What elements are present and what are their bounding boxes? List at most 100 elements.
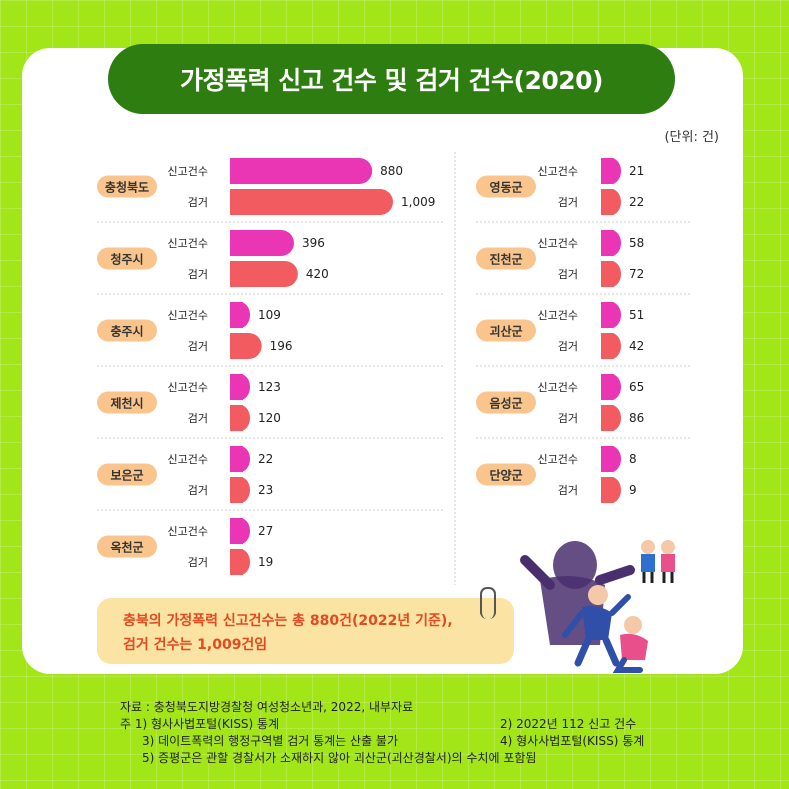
series-label: 검거	[188, 412, 208, 425]
series-label: 검거	[558, 340, 578, 353]
region-pill	[476, 319, 536, 342]
bar-base	[230, 333, 243, 359]
summary-callout: 충북의 가정폭력 신고건수는 총 880건(2022년 기준), 검거 건수는 …	[97, 598, 514, 664]
region-label: 충주시	[110, 324, 143, 339]
paperclip-icon	[480, 587, 496, 619]
note-3: 3) 데이트폭력의 행정구역별 검거 통계는 산출 불가	[142, 734, 399, 748]
data-label: 9	[629, 483, 637, 497]
series-label: 신고건수	[538, 381, 578, 394]
region-label: 청주시	[110, 252, 143, 267]
data-label: 19	[258, 555, 273, 569]
region-label: 단양군	[489, 468, 522, 483]
data-label: 65	[629, 380, 644, 394]
region-label: 제천시	[110, 396, 143, 411]
bar-base	[230, 189, 243, 215]
callout-line-2: 검거 건수는 1,009건임	[123, 637, 268, 653]
bar	[230, 189, 393, 215]
data-label: 86	[629, 411, 644, 425]
footer-notes: 자료 : 충청북도지방경찰청 여성청소년과, 2022, 내부자료 주 1) 형…	[120, 699, 720, 767]
bar-base	[601, 477, 614, 503]
series-label: 검거	[188, 268, 208, 281]
data-label: 22	[629, 195, 644, 209]
region-pill	[97, 319, 157, 342]
series-label: 검거	[558, 196, 578, 209]
data-label: 120	[258, 411, 281, 425]
region-pill	[476, 391, 536, 414]
region-label: 괴산군	[489, 324, 522, 339]
bar-base	[230, 158, 243, 184]
data-label: 58	[629, 236, 644, 250]
data-label: 72	[629, 267, 644, 281]
bar-base	[601, 333, 614, 359]
bar-base	[230, 230, 243, 256]
bar-base	[601, 261, 614, 287]
bar-base	[601, 446, 614, 472]
callout-line-1: 충북의 가정폭력 신고건수는 총 880건(2022년 기준),	[123, 613, 453, 629]
series-label: 검거	[188, 556, 208, 569]
bar-base	[230, 518, 243, 544]
region-pill	[97, 247, 157, 270]
region-label: 옥천군	[110, 540, 143, 555]
region-pill	[476, 247, 536, 270]
series-label: 신고건수	[538, 237, 578, 250]
data-label: 51	[629, 308, 644, 322]
data-label: 109	[258, 308, 281, 322]
data-label: 23	[258, 483, 273, 497]
region-pill	[476, 175, 536, 198]
region-label: 영동군	[489, 180, 522, 195]
data-label: 8	[629, 452, 637, 466]
data-label: 196	[270, 339, 293, 353]
bar-base	[601, 302, 614, 328]
series-label: 검거	[558, 484, 578, 497]
data-label: 1,009	[401, 195, 435, 209]
source-note: 자료 : 충청북도지방경찰청 여성청소년과, 2022, 내부자료	[120, 700, 414, 714]
region-label: 충청북도	[105, 180, 149, 195]
series-label: 신고건수	[168, 381, 208, 394]
bar-base	[230, 374, 243, 400]
series-label: 검거	[188, 340, 208, 353]
data-label: 42	[629, 339, 644, 353]
region-pill	[97, 535, 157, 558]
data-label: 27	[258, 524, 273, 538]
region-label: 보은군	[110, 469, 143, 483]
series-label: 신고건수	[168, 237, 208, 250]
bar-base	[601, 374, 614, 400]
series-label: 신고건수	[168, 309, 208, 322]
data-label: 396	[302, 236, 325, 250]
family-illustration	[520, 540, 675, 673]
data-label: 123	[258, 380, 281, 394]
series-label: 신고건수	[168, 525, 208, 538]
series-label: 검거	[558, 268, 578, 281]
bar-base	[230, 446, 243, 472]
bar	[230, 158, 373, 184]
bar-base	[601, 230, 614, 256]
bar-base	[601, 158, 614, 184]
region-pill	[476, 463, 536, 486]
region-label: 진천군	[489, 252, 522, 267]
note-2: 2) 2022년 112 신고 건수	[500, 717, 637, 731]
region-label: 음성군	[489, 396, 522, 411]
series-label: 신고건수	[168, 165, 208, 178]
bar-base	[230, 477, 243, 503]
series-label: 신고건수	[538, 165, 578, 178]
series-label: 신고건수	[538, 309, 578, 322]
region-pill	[97, 463, 157, 486]
series-label: 신고건수	[538, 453, 578, 466]
note-4: 4) 형사사법포털(KISS) 통계	[500, 734, 645, 748]
bar-base	[601, 189, 614, 215]
bar-base	[230, 549, 243, 575]
data-label: 21	[629, 164, 644, 178]
series-label: 신고건수	[168, 453, 208, 466]
bar-base	[230, 405, 243, 431]
region-pill	[97, 391, 157, 414]
bar-base	[230, 261, 243, 287]
note-5: 5) 증평군은 관할 경찰서가 소재하지 않아 괴산군(괴산경찰서)의 수치에 …	[142, 751, 537, 765]
page-title: 가정폭력 신고 건수 및 검거 건수(2020)	[108, 44, 675, 114]
bar	[230, 261, 298, 287]
region-pill	[97, 175, 157, 198]
data-label: 22	[258, 452, 273, 466]
bar-base	[601, 405, 614, 431]
unit-label: (단위: 건)	[664, 130, 719, 145]
series-label: 검거	[558, 412, 578, 425]
